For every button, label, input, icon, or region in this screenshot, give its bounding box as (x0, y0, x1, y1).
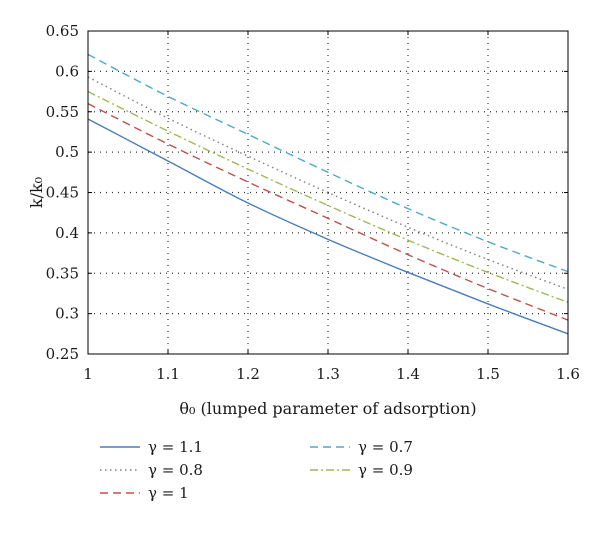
y-tick-label: 0.25 (46, 345, 79, 363)
y-tick-label: 0.65 (46, 22, 79, 40)
y-tick-label: 0.3 (55, 305, 79, 323)
x-tick-label: 1.5 (476, 365, 500, 383)
y-tick-label: 0.4 (55, 224, 79, 242)
legend: γ = 1.1 γ = 0.7 γ = 0.8 γ = 0.9 γ = 1 (100, 438, 413, 502)
x-axis-label: θ₀ (lumped parameter of adsorption) (179, 399, 476, 418)
series-line (87, 118, 569, 335)
series-line (87, 76, 569, 291)
axis-ticks: 1 1.1 1.2 1.3 1.4 1.5 1.6 0.25 0.3 0.35 0.4 0.45 0.5… (46, 22, 580, 383)
series-line (87, 103, 569, 321)
series-lines (87, 53, 569, 335)
x-tick-label: 1.1 (156, 365, 180, 383)
x-tick-label: 1.2 (236, 365, 260, 383)
x-tick-label: 1 (83, 365, 93, 383)
x-tick-label: 1.6 (556, 365, 580, 383)
x-tick-label: 1.3 (316, 365, 340, 383)
y-tick-label: 0.6 (55, 62, 79, 80)
y-tick-label: 0.45 (46, 184, 79, 202)
legend-label: γ = 1 (148, 484, 189, 502)
series-line (87, 53, 569, 273)
legend-label: γ = 0.9 (358, 461, 413, 479)
y-tick-label: 0.35 (46, 264, 79, 282)
legend-label: γ = 0.7 (358, 438, 413, 456)
x-tick-label: 1.4 (396, 365, 420, 383)
y-axis-label: k/k₀ (27, 177, 46, 208)
legend-label: γ = 0.8 (148, 461, 203, 479)
y-tick-label: 0.55 (46, 103, 79, 121)
y-tick-label: 0.5 (55, 143, 79, 161)
legend-label: γ = 1.1 (148, 438, 203, 456)
series-line (87, 90, 569, 303)
